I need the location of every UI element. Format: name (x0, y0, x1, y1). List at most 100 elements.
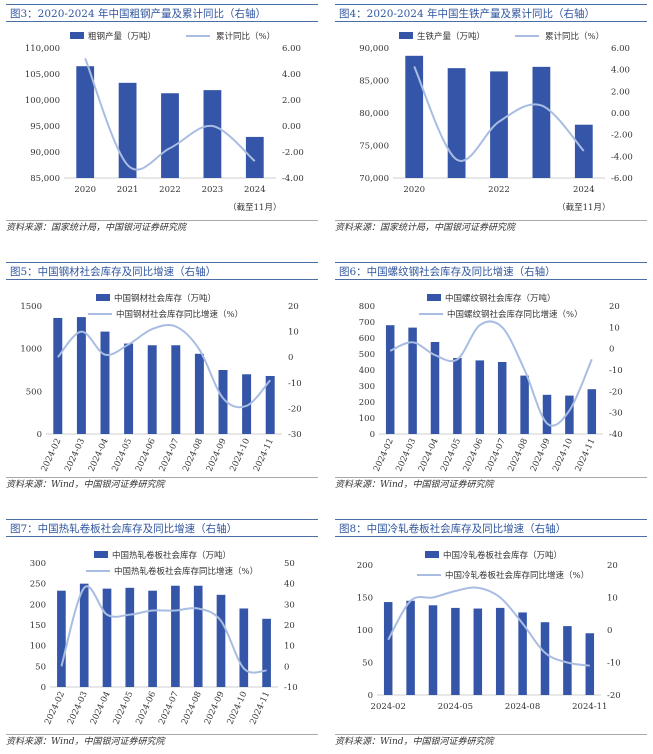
series-line (387, 586, 590, 667)
y-right-tick-label: 6.00 (282, 44, 301, 54)
bar (565, 395, 574, 434)
legend-bar-swatch (70, 32, 84, 39)
legend-bar-swatch (399, 32, 413, 39)
legend-bar-swatch (427, 294, 441, 301)
y-right-tick-label: 50 (284, 559, 295, 569)
bar (100, 331, 110, 434)
bar (118, 82, 137, 178)
bar (451, 607, 460, 695)
x-tick-label: 2023 (202, 185, 224, 195)
x-tick-label: 2024-04 (87, 437, 111, 473)
x-tick-label: 2022 (159, 185, 181, 195)
legend-bar-swatch (96, 294, 110, 301)
x-tick-label: 2024-08 (505, 702, 540, 712)
bar (473, 608, 483, 695)
chart-svg: 0 100 200 300 400 500 600 700 800 -40 -30 -20 -10 0 10… (359, 293, 623, 473)
chart-svg: 050100150200250300-10010203040502024-022… (30, 550, 298, 726)
y-right-tick-label: 2.00 (282, 96, 301, 106)
y-right-tick-label: -2.00 (282, 148, 304, 158)
y-left-tick-label: 150 (357, 594, 373, 604)
y-left-tick-label: 1500 (20, 302, 42, 312)
chart-title: 图6：中国螺纹钢社会库存及同比增速（右轴） (335, 262, 647, 280)
legend-bar-label: 生铁产量（万吨） (417, 31, 485, 42)
y-right-tick-label: 0 (607, 626, 612, 636)
x-tick-label: 2024-08 (181, 437, 205, 473)
y-right-tick-label: 2.00 (611, 87, 630, 97)
y-right-tick-label: -40 (609, 430, 623, 440)
x-tick-label: 2024-03 (394, 437, 418, 473)
y-right-tick-label: 10 (284, 642, 295, 652)
bar (518, 612, 527, 695)
y-right-tick-label: -2.00 (611, 131, 633, 141)
x-tick-label: 2024-06 (134, 690, 158, 726)
y-left-tick-label: 200 (357, 561, 373, 571)
bar (585, 633, 595, 695)
y-right-tick-label: 40 (284, 580, 295, 590)
y-left-tick-label: 800 (359, 302, 375, 312)
y-left-tick-label: 0 (368, 691, 373, 701)
y-right-tick-label: 20 (609, 302, 620, 312)
y-right-tick-label: 6.00 (611, 44, 630, 54)
source-note: 资料来源：国家统计局，中国银河证券研究院 (335, 220, 647, 235)
bar (520, 375, 529, 434)
y-right-tick-label: 10 (288, 328, 299, 338)
y-left-tick-label: 70,000 (359, 174, 389, 184)
y-left-tick-label: 200 (359, 398, 375, 408)
x-tick-label: 2024-04 (417, 437, 441, 473)
bar (262, 618, 271, 687)
source-note: 资料来源：Wind，中国银河证券研究院 (335, 477, 647, 492)
legend-line-label: 中国冷轧卷板社会库存同比增速（%） (445, 570, 589, 581)
y-left-tick-label: 0 (41, 683, 46, 693)
chart-title: 图5：中国钢材社会库存及同比增速（右轴） (6, 262, 318, 280)
y-left-tick-label: 100 (30, 642, 46, 652)
y-left-tick-label: 105,000 (25, 70, 60, 80)
chart-svg: 70,000 75,000 80,000 85,000 90,000 -6.00 -4.00… (359, 31, 633, 213)
legend-line-label: 中国螺纹钢社会库存同比增速（%） (447, 309, 583, 320)
bar (216, 594, 226, 687)
chart-title: 图8：中国冷轧卷板社会库存及同比增速（右轴） (335, 519, 647, 537)
chart-container: 0 50 100 150 200 250 300 -10 0 10 20 30 40 50 2024-02 2… (6, 545, 318, 731)
bar (218, 370, 228, 434)
bar (475, 360, 485, 434)
x-tick-label: 2024-11 (248, 690, 272, 726)
chart-title: 图7：中国热轧卷板社会库存及同比增速（右轴） (6, 519, 318, 537)
x-tick-label: 2024-02 (371, 702, 406, 712)
y-right-tick-label: -4.00 (611, 152, 633, 162)
bar (542, 394, 552, 434)
y-right-tick-label: -30 (609, 409, 623, 419)
x-tick-label: 2022 (488, 185, 510, 195)
legend-line-label: 中国钢材社会库存同比增速（%） (116, 309, 243, 320)
bar (57, 590, 66, 687)
bar (532, 66, 551, 178)
x-tick-label: 2024-11 (252, 437, 276, 473)
x-tick-label: 2024-02 (40, 437, 64, 473)
chart-title: 图4：2020-2024 年中国生铁产量及累计同比（右轴） (335, 4, 647, 22)
bar (453, 358, 462, 434)
legend-bar-swatch (94, 551, 108, 558)
bar (239, 608, 249, 687)
x-tick-label: 2024-08 (180, 690, 204, 726)
bar (405, 55, 424, 178)
source-note: 资料来源：Wind，中国银河证券研究院 (335, 734, 647, 749)
chart-note: （截至11月） (228, 202, 281, 213)
source-note: 资料来源：Wind，中国银河证券研究院 (6, 477, 318, 492)
y-right-tick-label: 20 (284, 621, 295, 631)
bar (408, 327, 417, 434)
y-left-tick-label: 50 (362, 659, 373, 669)
y-right-tick-label: 20 (607, 561, 618, 571)
x-tick-label: 2024-10 (226, 690, 250, 726)
x-tick-label: 2020 (74, 185, 96, 195)
bar (147, 345, 157, 434)
y-right-tick-label: 20 (288, 302, 299, 312)
bar (245, 136, 264, 178)
y-right-tick-label: -20 (607, 691, 621, 701)
legend-bar-label: 中国冷轧卷板社会库存（万吨） (443, 550, 562, 561)
y-left-tick-label: 85,000 (359, 77, 389, 87)
y-right-tick-label: 0 (609, 345, 614, 355)
chart-container: 70,000 75,000 80,000 85,000 90,000 -6.00 -4.00… (335, 28, 647, 216)
y-right-tick-label: -30 (288, 430, 302, 440)
x-tick-label: 2024-05 (110, 437, 134, 473)
x-tick-label: 2024-03 (63, 437, 87, 473)
y-right-tick-label: -6.00 (611, 174, 633, 184)
bar (102, 588, 112, 687)
